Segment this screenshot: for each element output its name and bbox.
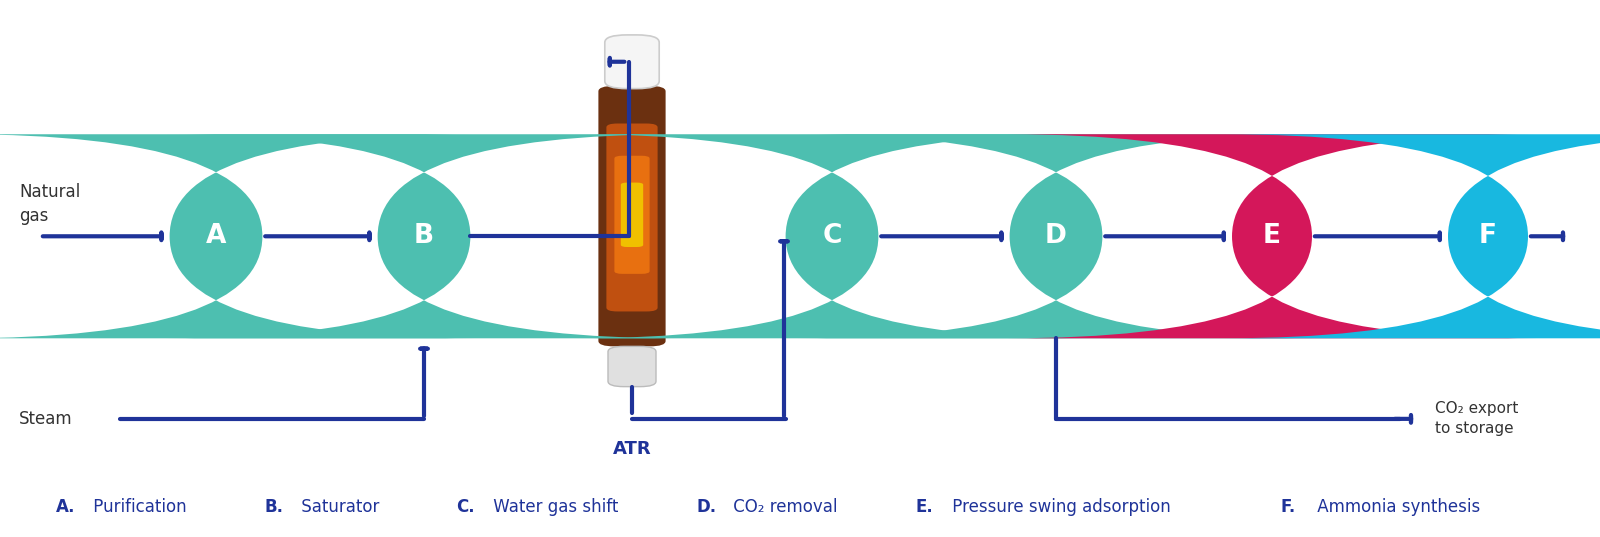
FancyBboxPatch shape <box>1008 134 1536 338</box>
Text: E: E <box>1262 223 1282 249</box>
Text: ATR: ATR <box>613 440 651 459</box>
FancyBboxPatch shape <box>608 346 656 387</box>
Text: F: F <box>1478 223 1498 249</box>
Text: Ammonia synthesis: Ammonia synthesis <box>1312 498 1480 517</box>
Text: B: B <box>414 223 434 249</box>
FancyBboxPatch shape <box>1224 134 1600 338</box>
Text: D.: D. <box>696 498 717 517</box>
FancyBboxPatch shape <box>574 134 1090 338</box>
Text: Natural
gas: Natural gas <box>19 183 80 225</box>
FancyBboxPatch shape <box>0 134 474 338</box>
Text: E.: E. <box>915 498 933 517</box>
Text: CO₂ removal: CO₂ removal <box>728 498 837 517</box>
Text: F.: F. <box>1280 498 1296 517</box>
FancyBboxPatch shape <box>606 124 658 311</box>
Text: D: D <box>1045 223 1067 249</box>
Text: Pressure swing adsorption: Pressure swing adsorption <box>947 498 1171 517</box>
FancyBboxPatch shape <box>598 86 666 346</box>
FancyBboxPatch shape <box>621 183 643 247</box>
Text: A.: A. <box>56 498 75 517</box>
Text: B.: B. <box>264 498 283 517</box>
Text: Saturator: Saturator <box>296 498 379 517</box>
FancyBboxPatch shape <box>605 35 659 89</box>
Text: A: A <box>206 223 226 249</box>
Text: C: C <box>822 223 842 249</box>
Text: Water gas shift: Water gas shift <box>488 498 618 517</box>
FancyBboxPatch shape <box>798 134 1314 338</box>
FancyBboxPatch shape <box>614 156 650 274</box>
Text: Steam: Steam <box>19 410 74 428</box>
Text: C.: C. <box>456 498 475 517</box>
FancyBboxPatch shape <box>166 134 682 338</box>
Text: CO₂ export
to storage: CO₂ export to storage <box>1435 402 1518 436</box>
Text: Purification: Purification <box>88 498 187 517</box>
